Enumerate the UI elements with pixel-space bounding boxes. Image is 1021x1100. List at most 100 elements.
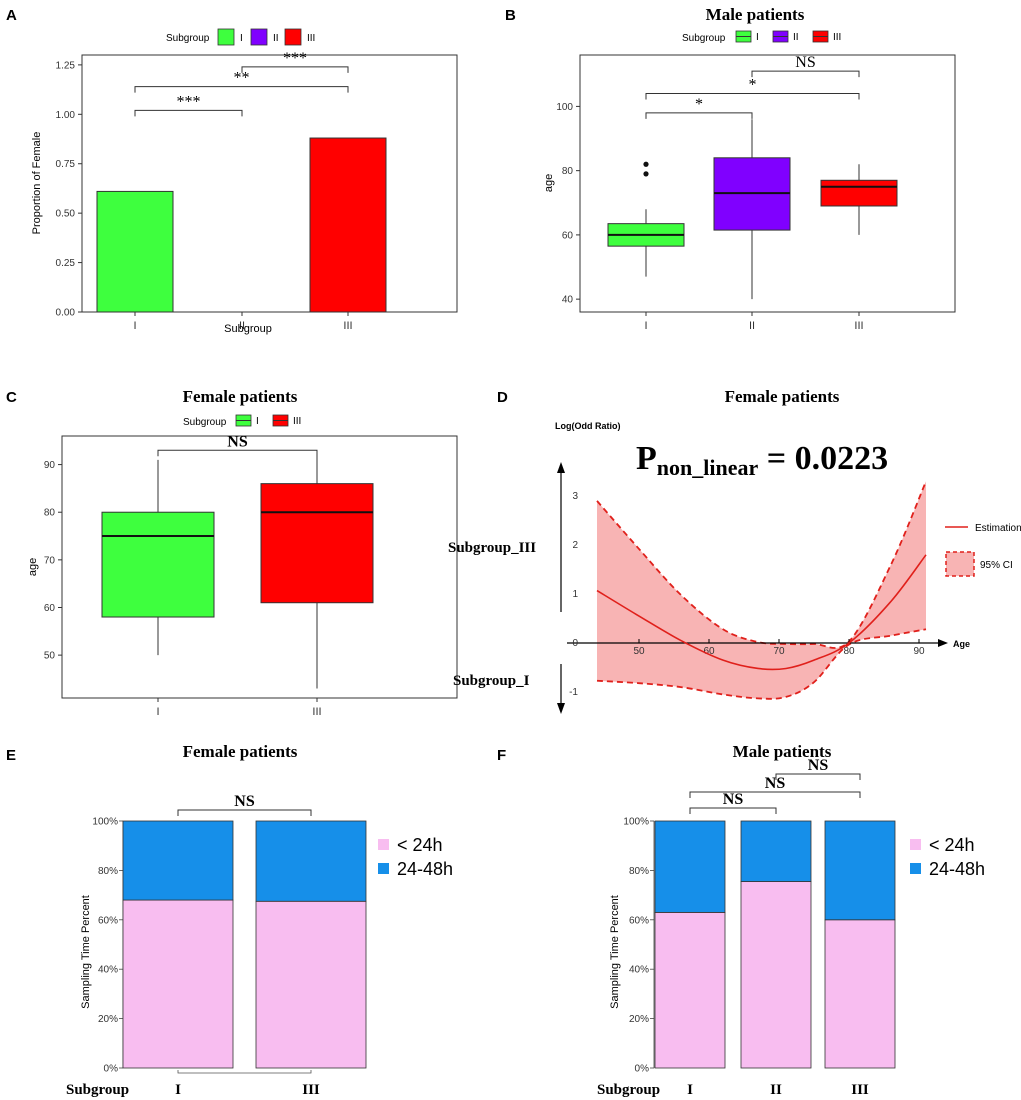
panel-e-x-tick-label: III [302, 1082, 320, 1098]
panel-a-y-ticks: 0.00 0.25 0.50 0.75 1.00 1.25 [56, 60, 82, 319]
panel-f-bar-h2448-iii [824, 820, 896, 921]
panel-a: Subgroup I II III 0.000.250.500.751.001.… [31, 28, 458, 335]
panel-f-y-ticks: 0% 20% 40% 60% 80% 100% [623, 817, 655, 1075]
panel-e-y-ticks: 0% 20% 40% 60% 80% 100% [92, 817, 124, 1075]
panel-d: Log(Odd Ratio) Pnon_linear = 0.0223 50 60… [448, 421, 1021, 714]
panel-c-sig-label: NS [227, 433, 248, 450]
panel-a-significance: ******** [134, 50, 349, 117]
panel-b-legend-label-iii: III [833, 32, 841, 43]
panel-b-outlier [643, 161, 649, 167]
panel-d-legend-ci-swatch [945, 551, 975, 577]
panel-c-title: Female patients [183, 387, 298, 406]
panel-d-x-axis-arrow [938, 639, 948, 647]
panel-c-y-tick-label: 70 [44, 555, 56, 566]
panel-f-y-axis-label: Sampling Time Percent [609, 895, 621, 1009]
panel-b-y-ticks: 40 60 80 100 [556, 102, 580, 306]
panel-e-bottom-bracket [177, 1070, 312, 1074]
panel-label-f: F [497, 747, 506, 764]
panel-e: 0%20%40%60%80%100% I III NS Sampling Time… [66, 793, 453, 1098]
panel-a-x-tick-label: II [239, 320, 245, 332]
panel-f-legend-lt24: < 24h [929, 835, 975, 855]
panel-d-x-tick-label: 80 [843, 646, 855, 657]
panel-e-legend-lt24: < 24h [397, 835, 443, 855]
panel-c-y-axis-label: age [27, 558, 39, 576]
panel-e-y-axis-label: Sampling Time Percent [80, 895, 92, 1009]
panel-a-sig-label: *** [177, 93, 201, 110]
panel-a-legend-label-ii: II [273, 33, 279, 44]
panel-e-y-tick-label: 20% [98, 1014, 118, 1025]
panel-f-y-tick-label: 100% [623, 817, 649, 828]
panel-d-y-tick-label: -1 [569, 687, 578, 698]
panel-d-title: Female patients [725, 387, 840, 406]
panel-b-sig-label: * [695, 96, 703, 113]
panel-d-upper-group-label: Subgroup_III [448, 540, 536, 556]
panel-b-x-tick-label: I [644, 320, 647, 332]
panel-a-y-tick-label: 0.00 [56, 308, 76, 319]
panel-a-bars [96, 137, 387, 313]
panel-b-x-tick-label: III [854, 320, 863, 332]
panel-a-x-tick-label: I [133, 320, 136, 332]
panel-f-sig-label: NS [723, 791, 744, 808]
panel-a-x-tick-label: III [343, 320, 352, 332]
panel-e-title: Female patients [183, 742, 298, 761]
panel-a-y-tick-label: 0.50 [56, 209, 76, 220]
panel-a-bracket [241, 66, 349, 73]
panel-b-significance: * * NS [645, 54, 860, 119]
panel-f-bracket [775, 773, 861, 780]
panel-c-y-ticks: 50 60 70 80 90 [44, 460, 62, 662]
panel-a-bar-i [96, 190, 174, 313]
panel-c-box-i [101, 511, 215, 618]
panel-f-title: Male patients [733, 742, 832, 761]
panel-b-boxes [607, 119, 898, 300]
panel-e-x-ticks: I III [175, 1070, 320, 1098]
panel-b-y-axis-label: age [543, 174, 555, 192]
panel-d-down-arrow-head [557, 703, 565, 714]
panel-c-legend-label-i: I [256, 416, 259, 427]
panel-d-lower-group-label: Subgroup_I [453, 673, 530, 689]
panel-c-boxes [101, 455, 374, 689]
panel-c-legend: I III [235, 414, 301, 427]
panel-d-up-arrow-head [557, 462, 565, 473]
panel-a-y-tick-label: 1.00 [56, 110, 76, 121]
panel-d-y-tick-label: 2 [572, 540, 578, 551]
panel-f-legend-swatch-h2448 [910, 863, 921, 874]
panel-b-x-ticks: I II III [644, 312, 864, 332]
panel-f-y-tick-label: 60% [629, 915, 649, 926]
panel-b-title: Male patients [706, 5, 805, 24]
panel-label-c: C [6, 389, 17, 406]
panel-e-y-tick-label: 40% [98, 965, 118, 976]
panel-c-x-tick-label: III [312, 706, 321, 718]
panel-label-a: A [6, 7, 17, 24]
panel-e-legend-h2448: 24-48h [397, 859, 453, 879]
panel-b-sig-label: NS [795, 54, 815, 71]
panel-a-legend-title: Subgroup [166, 33, 210, 44]
panel-b-x-tick-label: II [749, 320, 755, 332]
panel-d-ci-upper [596, 480, 927, 649]
panel-b-legend-label-ii: II [793, 32, 799, 43]
panel-c-legend-label-iii: III [293, 416, 301, 427]
panel-d-y-tick-label: 3 [572, 491, 578, 502]
panel-d-legend-estimation: Estimation [975, 523, 1021, 534]
panel-d-y-tick-label: 0 [572, 638, 578, 649]
panel-c-x-tick-label: I [156, 706, 159, 718]
panel-a-y-tick-label: 1.25 [56, 60, 76, 71]
panel-e-bar-h2448-i [122, 820, 234, 901]
panel-f-legend-h2448: 24-48h [929, 859, 985, 879]
panel-d-ci-fill [597, 481, 926, 699]
panel-a-legend-label-iii: III [307, 33, 315, 44]
panel-c-y-tick-label: 50 [44, 651, 56, 662]
panel-a-legend-swatch-ii [250, 28, 268, 46]
panel-a-y-tick-label: 0.25 [56, 258, 76, 269]
panel-d-x-tick-label: 50 [633, 646, 645, 657]
panel-a-sig-label: *** [283, 50, 307, 67]
panel-a-y-axis-label: Proportion of Female [31, 132, 43, 235]
panel-b-y-tick-label: 60 [562, 230, 574, 241]
panel-f-y-tick-label: 0% [635, 1064, 650, 1075]
panel-e-bar-lt24-i [122, 899, 234, 1069]
panel-e-bars [122, 820, 367, 1069]
panel-f-bar-lt24-i [654, 911, 726, 1069]
panel-d-ci-lower [596, 628, 927, 700]
panel-d-x-axis-label: Age [953, 639, 970, 649]
